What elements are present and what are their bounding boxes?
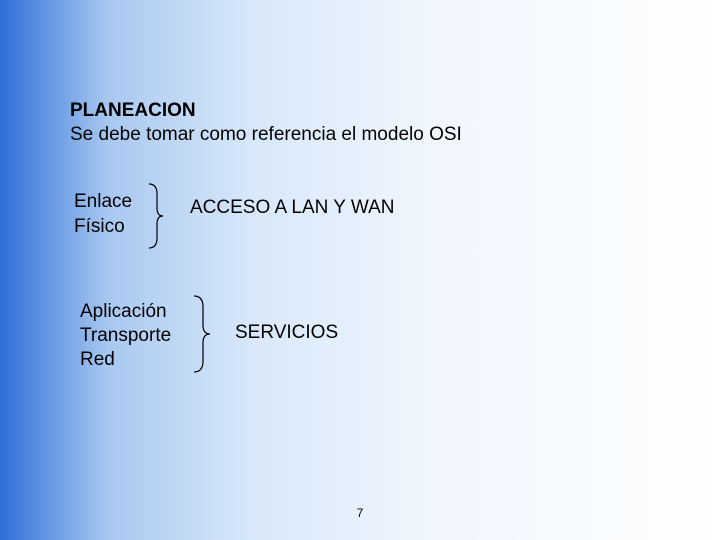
slide-subtitle: Se debe tomar como referencia el modelo … (70, 124, 462, 146)
group1-layer-list: Enlace Físico (74, 190, 132, 239)
brace-icon (145, 182, 165, 250)
group1-category-label: ACCESO A LAN Y WAN (190, 197, 395, 219)
group2-item-1: Transporte (80, 324, 171, 348)
group1-item-0: Enlace (74, 190, 132, 215)
group2-item-0: Aplicación (80, 300, 171, 324)
group1-item-1: Físico (74, 215, 132, 240)
group2-category-label: SERVICIOS (235, 322, 338, 344)
slide-title: PLANEACION (70, 100, 196, 122)
group2-item-2: Red (80, 348, 171, 372)
brace-icon (190, 294, 212, 374)
page-number: 7 (0, 506, 720, 520)
group2-layer-list: Aplicación Transporte Red (80, 300, 171, 371)
